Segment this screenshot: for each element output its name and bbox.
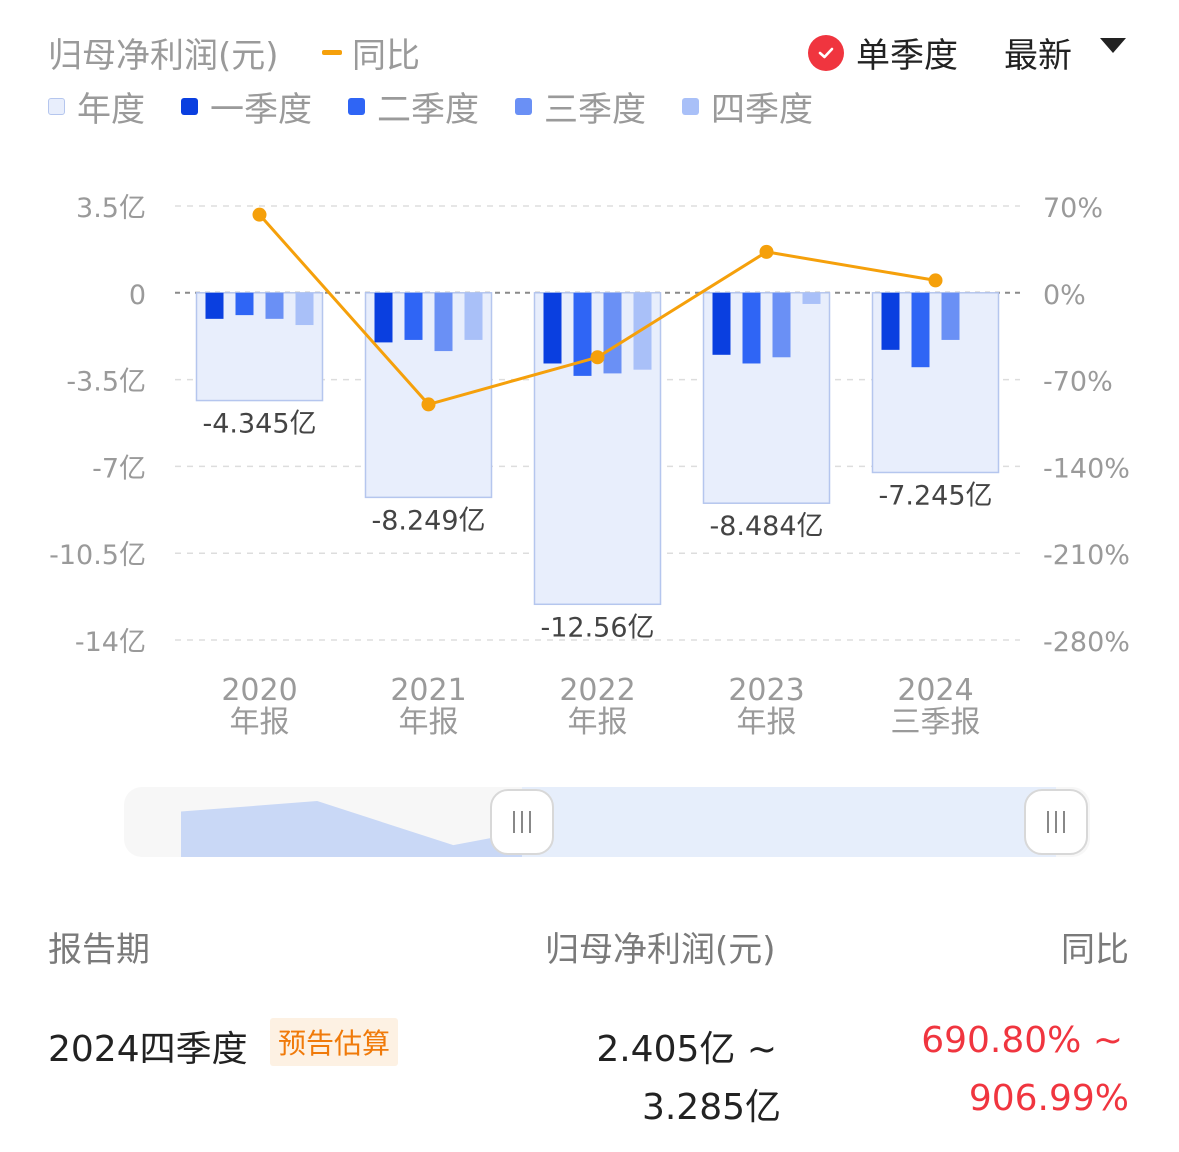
quarter-bar <box>911 292 930 368</box>
quarter-bar <box>205 292 224 319</box>
quarter-bar <box>404 292 423 340</box>
legend-item-q1[interactable]: 一季度 <box>181 82 312 131</box>
right-axis-tick-label: -280% <box>1043 627 1130 658</box>
quarter-bar <box>633 292 652 370</box>
table-header-yoy: 同比 <box>1061 930 1129 970</box>
slider-handle-left[interactable] <box>490 789 554 855</box>
legend-swatch <box>181 98 198 115</box>
single-quarter-toggle[interactable]: 单季度 <box>808 28 958 77</box>
legend-label: 三季度 <box>544 90 646 130</box>
row-profit-high: 3.285亿 <box>641 1087 781 1128</box>
legend-item-q3[interactable]: 三季度 <box>515 82 646 131</box>
row-profit-low: 2.405亿 ~ <box>596 1029 777 1070</box>
sort-label: 最新 <box>1004 36 1072 76</box>
legend-item-q4[interactable]: 四季度 <box>682 82 813 131</box>
left-axis-tick-label: 3.5亿 <box>76 193 146 224</box>
legend-label: 二季度 <box>377 90 479 130</box>
quarter-bar <box>712 292 731 355</box>
row-period: 2024四季度 <box>48 1029 248 1070</box>
sort-dropdown[interactable]: 最新 <box>1004 28 1126 77</box>
left-axis-tick-label: -7亿 <box>92 453 146 484</box>
left-axis-tick-label: 0 <box>129 280 146 311</box>
quarter-bar <box>742 292 761 364</box>
x-axis-tick-label: 2020 <box>221 673 297 708</box>
row-yoy-high: 906.99% <box>968 1078 1129 1119</box>
chart-title: 归母净利润(元) <box>48 36 279 76</box>
quarter-bar <box>543 292 562 364</box>
x-axis-tick-label: 年报 <box>399 705 459 740</box>
right-axis-tick-label: -140% <box>1043 453 1130 484</box>
table-header-profit: 归母净利润(元) <box>545 930 776 970</box>
yoy-point <box>590 350 605 365</box>
quarter-bar <box>434 292 453 352</box>
quarter-bar <box>941 292 960 340</box>
quarter-bar <box>802 292 821 304</box>
yoy-point <box>252 207 267 222</box>
x-axis-tick-label: 2021 <box>390 673 466 708</box>
yoy-line-marker <box>322 50 342 55</box>
yoy-point <box>928 273 943 288</box>
grip-icon <box>1047 811 1065 833</box>
quarter-bar <box>464 292 483 340</box>
dropdown-triangle-icon <box>1100 38 1126 53</box>
right-axis-tick-label: -210% <box>1043 540 1130 571</box>
row-yoy-low: 690.80% ~ <box>921 1020 1123 1061</box>
legend-label: 年度 <box>77 90 145 130</box>
legend-swatch <box>348 98 365 115</box>
legend-swatch <box>682 98 699 115</box>
right-axis-tick-label: -70% <box>1043 367 1113 398</box>
legend-item-annual[interactable]: 年度 <box>48 82 145 131</box>
annual-data-label: -8.249亿 <box>371 505 485 536</box>
yoy-point <box>421 397 436 412</box>
quarter-bar <box>265 292 284 319</box>
left-axis-tick-label: -3.5亿 <box>66 367 146 398</box>
x-axis-tick-label: 年报 <box>737 705 797 740</box>
annual-data-label: -7.245亿 <box>878 480 992 511</box>
annual-data-label: -12.56亿 <box>540 612 654 643</box>
forecast-badge: 预告估算 <box>270 1018 399 1066</box>
quarter-bar <box>235 292 254 316</box>
yoy-point <box>759 244 774 259</box>
left-axis-tick-label: -14亿 <box>75 627 146 658</box>
slider-handle-right[interactable] <box>1024 789 1088 855</box>
quarter-bar <box>374 292 393 343</box>
quarter-bar <box>603 292 622 374</box>
grip-icon <box>513 811 531 833</box>
annual-data-label: -4.345亿 <box>202 409 316 440</box>
profit-chart: 3.5亿 0 -3.5亿 -7亿 -10.5亿 -14亿 70% 0% -70% -140% -21… <box>49 193 1130 740</box>
toggle-label: 单季度 <box>856 36 958 76</box>
table-header-period: 报告期 <box>48 930 150 970</box>
quarter-bar <box>881 292 900 350</box>
range-slider-selection[interactable] <box>522 787 1056 857</box>
x-axis-tick-label: 三季报 <box>891 705 981 740</box>
chart-legend: 年度 一季度 二季度 三季度 四季度 <box>48 82 849 131</box>
x-axis-tick-label: 2023 <box>728 673 804 708</box>
x-axis-tick-label: 年报 <box>230 705 290 740</box>
annual-data-label: -8.484亿 <box>709 511 823 542</box>
legend-label: 一季度 <box>210 90 312 130</box>
quarter-bar <box>772 292 791 358</box>
right-axis-tick-label: 0% <box>1043 280 1086 311</box>
yoy-legend-label: 同比 <box>352 36 420 76</box>
yoy-legend: 同比 <box>322 28 420 77</box>
x-axis-tick-label: 2022 <box>559 673 635 708</box>
legend-item-q2[interactable]: 二季度 <box>348 82 479 131</box>
right-axis-tick-label: 70% <box>1043 193 1103 224</box>
quarter-bar <box>573 292 592 376</box>
legend-swatch <box>515 98 532 115</box>
legend-label: 四季度 <box>711 90 813 130</box>
x-axis-tick-label: 2024 <box>897 673 973 708</box>
quarter-bar <box>295 292 314 326</box>
checkmark-icon <box>808 34 844 71</box>
left-axis-tick-label: -10.5亿 <box>49 540 146 571</box>
legend-swatch <box>48 98 65 115</box>
x-axis-tick-label: 年报 <box>568 705 628 740</box>
